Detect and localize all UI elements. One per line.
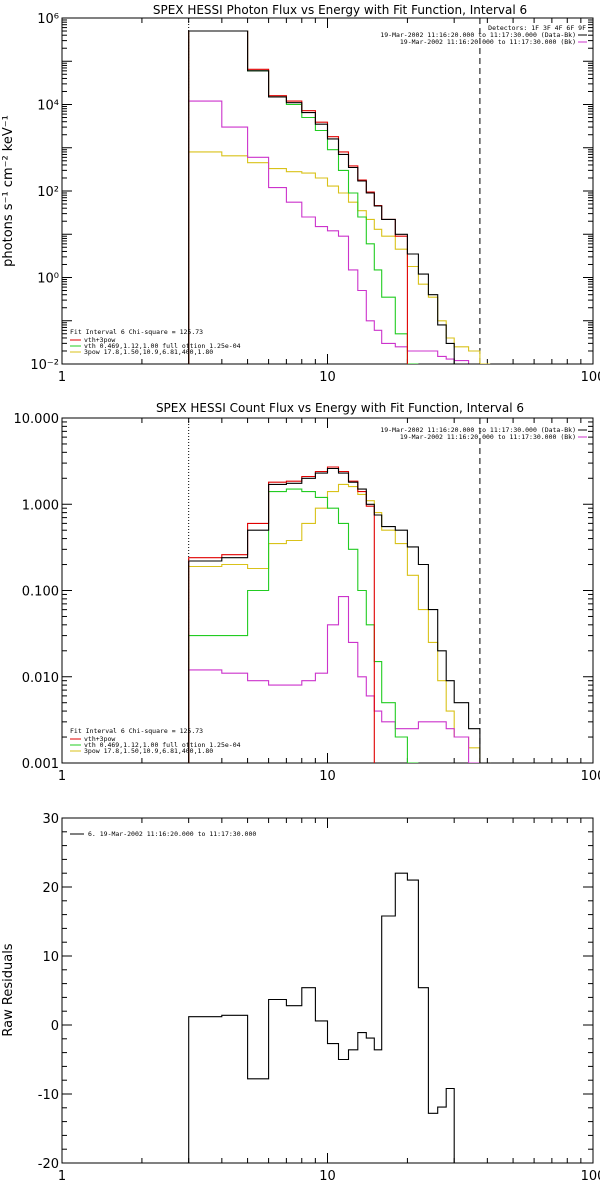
count-flux-panel: SPEX HESSI Count Flux vs Energy with Fit… [14,401,600,784]
photon-flux-y-tick-label: 10⁻² [30,358,59,373]
fit-legend-chi: Fit Interval 6 Chi-square = 125.73 [70,328,203,336]
residuals-y-tick-label: 0 [51,1019,59,1034]
count-flux-y-tick-label: 0.100 [22,585,59,600]
photon-flux-series-3 [188,100,480,364]
legend-data-bk: 19-Mar-2002 11:16:20.000 to 11:17:30.000… [380,426,576,434]
residuals-plot-area: 1 10 100 -20 -10 0 10 20 30 [38,812,600,1184]
residuals-y-tick-label: 20 [42,881,59,896]
count-flux-series-4 [188,483,491,763]
residuals-y-tick-label: 30 [42,812,59,827]
residuals-panel: Raw Residuals 1 10 100 -20 -10 0 10 20 30 6. 19-… [1,812,600,1184]
residuals-y-tick-label: -20 [38,1157,59,1172]
fit-legend-chi: Fit Interval 6 Chi-square = 125.73 [70,727,203,735]
fit-legend-vth: vth 0.469,1.12,1.00 full ottion 1.25e-04 [84,741,241,749]
fit-legend-3pow: 3pow 17.8,1.50,10.9,6.81,400,1.80 [84,747,213,755]
residuals-x-tick-label: 1 [58,1169,66,1184]
residuals-x-tick-label: 100 [581,1169,600,1184]
residuals-y-tick-label: 10 [42,950,59,965]
fit-legend-vth: vth 0.469,1.12,1.00 full ottion 1.25e-04 [84,342,241,350]
fit-legend-total: vth+3pow [84,735,115,743]
count-flux-legend: 19-Mar-2002 11:16:20.000 to 11:17:30.000… [380,426,587,441]
count-flux-series-1 [188,466,375,763]
residuals-legend: 6. 19-Mar-2002 11:16:20.000 to 11:17:30.… [70,830,256,838]
count-flux-x-tick-label: 1 [58,769,66,784]
count-flux-series-2 [188,488,419,763]
residuals-axes-frame [61,817,594,1164]
count-flux-y-tick-label: 10.000 [14,412,60,427]
legend-data-bk: 19-Mar-2002 11:16:20.000 to 11:17:30.000… [380,31,576,39]
residuals-x-tick-label: 10 [319,1169,336,1184]
photon-flux-series-2 [188,30,419,364]
photon-flux-fit-legend: Fit Interval 6 Chi-square = 125.73 vth+3… [70,328,241,356]
residuals-y-tick-label: -10 [38,1088,59,1103]
photon-flux-y-tick-label: 10² [37,185,59,200]
residuals-legend-label: 6. 19-Mar-2002 11:16:20.000 to 11:17:30.… [88,830,256,838]
count-flux-series-3 [188,596,480,763]
count-flux-x-tick-label: 10 [319,769,336,784]
count-flux-title: SPEX HESSI Count Flux vs Energy with Fit… [156,401,524,415]
photon-flux-ylabel: photons s⁻¹ cm⁻² keV⁻¹ [1,115,16,267]
fit-legend-total: vth+3pow [84,336,115,344]
photon-flux-y-tick-label: 10⁴ [37,99,59,114]
count-flux-y-tick-label: 0.001 [22,757,59,772]
legend-bk: 19-Mar-2002 11:16:20.000 to 11:17:30.000… [400,38,576,46]
count-flux-series-0 [188,467,491,763]
photon-flux-x-tick-label: 10 [319,370,336,385]
count-flux-y-tick-label: 0.010 [22,671,59,686]
photon-flux-axes-frame [61,17,594,365]
photon-flux-y-tick-label: 10⁰ [37,272,59,287]
residuals-ylabel: Raw Residuals [1,943,16,1036]
photon-flux-series-0 [188,30,480,364]
count-flux-y-tick-label: 1.000 [22,498,59,513]
photon-flux-x-tick-label: 100 [581,370,600,385]
photon-flux-legend: Detectors: 1F 3F 4F 6F 9F 19-Mar-2002 11… [380,24,587,46]
photon-flux-title: SPEX HESSI Photon Flux vs Energy with Fi… [153,3,527,17]
count-flux-x-tick-label: 100 [581,769,600,784]
fit-legend-3pow: 3pow 17.8,1.50,10.9,6.81,400,1.80 [84,348,213,356]
photon-flux-panel: SPEX HESSI Photon Flux vs Energy with Fi… [1,3,600,385]
legend-detectors: Detectors: 1F 3F 4F 6F 9F [488,24,586,32]
residuals-series-0 [188,872,455,1163]
count-flux-fit-legend: Fit Interval 6 Chi-square = 125.73 vth+3… [70,727,241,755]
count-flux-plot-area: 1 10 100 0.001 0.010 0.100 1.000 10.000 [14,412,600,784]
legend-bk: 19-Mar-2002 11:16:20.000 to 11:17:30.000… [400,433,576,441]
photon-flux-series-4 [188,151,491,364]
photon-flux-x-tick-label: 1 [58,370,66,385]
photon-flux-plot-area: 1 10 100 10⁻² 10⁰ 10² 10⁴ 10⁶ [30,12,600,385]
photon-flux-y-tick-label: 10⁶ [37,12,59,27]
